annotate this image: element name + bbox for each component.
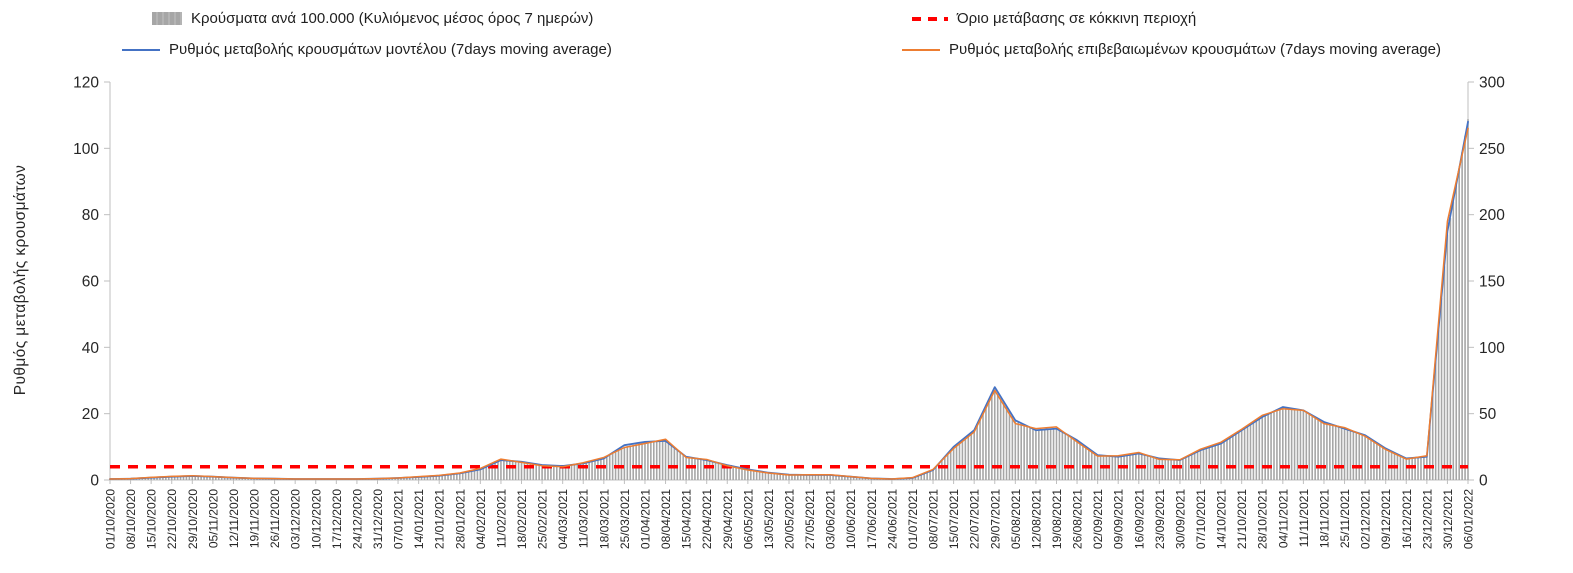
svg-text:01/10/2020: 01/10/2020 [104,489,118,549]
svg-text:12/08/2021: 12/08/2021 [1029,489,1043,549]
svg-text:16/12/2021: 16/12/2021 [1400,489,1414,549]
svg-text:40: 40 [82,340,100,357]
legend-label-threshold: Όριο μετάβασης σε κόκκινη περιοχή [957,10,1197,27]
confirmed-line-icon [902,48,940,51]
svg-text:10/12/2020: 10/12/2020 [309,489,323,549]
svg-text:08/04/2021: 08/04/2021 [659,489,673,549]
legend-item-threshold: Όριο μετάβασης σε κόκκινη περιοχή [912,10,1196,27]
svg-text:02/09/2021: 02/09/2021 [1091,489,1105,549]
svg-text:14/10/2021: 14/10/2021 [1215,489,1229,549]
svg-text:05/08/2021: 05/08/2021 [1009,489,1023,549]
svg-text:29/04/2021: 29/04/2021 [721,489,735,549]
svg-text:19/11/2020: 19/11/2020 [248,489,262,548]
svg-text:30/09/2021: 30/09/2021 [1173,489,1187,549]
svg-text:25/02/2021: 25/02/2021 [536,489,550,549]
svg-text:31/12/2020: 31/12/2020 [371,489,385,549]
svg-text:17/12/2020: 17/12/2020 [330,489,344,549]
svg-text:250: 250 [1479,141,1505,158]
svg-text:15/07/2021: 15/07/2021 [947,489,961,549]
legend-label-cases-bars: Κρούσματα ανά 100.000 (Κυλιόμενος μέσος … [191,10,594,27]
svg-text:120: 120 [73,75,99,92]
svg-text:100: 100 [1479,340,1505,357]
svg-text:25/11/2021: 25/11/2021 [1338,489,1352,548]
svg-text:01/04/2021: 01/04/2021 [638,489,652,549]
svg-text:17/06/2021: 17/06/2021 [865,489,879,549]
svg-text:15/10/2020: 15/10/2020 [145,489,159,549]
legend-item-cases-bars: Κρούσματα ανά 100.000 (Κυλιόμενος μέσος … [152,10,593,27]
legend-label-model-rate: Ρυθμός μεταβολής κρουσμάτων μοντέλου (7d… [169,41,612,58]
svg-text:0: 0 [90,473,99,490]
svg-text:19/08/2021: 19/08/2021 [1050,489,1064,549]
svg-text:09/12/2021: 09/12/2021 [1379,489,1393,549]
svg-text:24/12/2020: 24/12/2020 [350,489,364,549]
svg-text:08/10/2020: 08/10/2020 [124,489,138,549]
svg-text:15/04/2021: 15/04/2021 [680,489,694,549]
legend-item-model-rate: Ρυθμός μεταβολής κρουσμάτων μοντέλου (7d… [122,41,612,58]
bars-series-swatch-icon [152,12,182,25]
model-line-icon [122,48,160,51]
svg-text:60: 60 [82,274,100,291]
legend-label-confirmed-rate: Ρυθμός μεταβολής επιβεβαιωμένων κρουσμάτ… [949,41,1441,58]
svg-text:03/12/2020: 03/12/2020 [289,489,303,549]
svg-text:29/07/2021: 29/07/2021 [988,489,1002,549]
svg-text:0: 0 [1479,473,1488,490]
svg-text:30/12/2021: 30/12/2021 [1441,489,1455,549]
svg-text:22/07/2021: 22/07/2021 [968,489,982,549]
legend-item-confirmed-rate: Ρυθμός μεταβολής επιβεβαιωμένων κρουσμάτ… [902,41,1441,58]
svg-text:23/12/2021: 23/12/2021 [1420,489,1434,549]
svg-text:07/10/2021: 07/10/2021 [1194,489,1208,549]
svg-text:23/09/2021: 23/09/2021 [1153,489,1167,549]
svg-text:12/11/2020: 12/11/2020 [227,489,241,548]
svg-text:28/10/2021: 28/10/2021 [1256,489,1270,549]
svg-text:22/04/2021: 22/04/2021 [700,489,714,549]
svg-text:24/06/2021: 24/06/2021 [885,489,899,549]
svg-text:29/10/2020: 29/10/2020 [186,489,200,549]
svg-text:14/01/2021: 14/01/2021 [412,489,426,549]
svg-text:06/05/2021: 06/05/2021 [741,489,755,549]
svg-text:05/11/2020: 05/11/2020 [206,489,220,548]
svg-text:13/05/2021: 13/05/2021 [762,489,776,549]
svg-text:11/02/2021: 11/02/2021 [494,489,508,548]
svg-text:04/02/2021: 04/02/2021 [474,489,488,549]
svg-text:18/03/2021: 18/03/2021 [597,489,611,549]
svg-text:28/01/2021: 28/01/2021 [453,489,467,549]
svg-text:21/10/2021: 21/10/2021 [1235,489,1249,549]
svg-text:50: 50 [1479,406,1497,423]
svg-text:16/09/2021: 16/09/2021 [1132,489,1146,549]
svg-text:11/11/2021: 11/11/2021 [1297,489,1311,548]
svg-text:18/02/2021: 18/02/2021 [515,489,529,549]
svg-text:200: 200 [1479,207,1505,224]
svg-text:25/03/2021: 25/03/2021 [618,489,632,549]
svg-text:04/11/2021: 04/11/2021 [1276,489,1290,548]
svg-text:150: 150 [1479,274,1505,291]
svg-text:08/07/2021: 08/07/2021 [927,489,941,549]
svg-text:10/06/2021: 10/06/2021 [844,489,858,549]
svg-text:09/09/2021: 09/09/2021 [1112,489,1126,549]
svg-text:80: 80 [82,207,100,224]
svg-text:20: 20 [82,406,100,423]
svg-text:21/01/2021: 21/01/2021 [433,489,447,549]
svg-text:26/08/2021: 26/08/2021 [1071,489,1085,549]
svg-text:300: 300 [1479,75,1505,92]
svg-text:27/05/2021: 27/05/2021 [803,489,817,549]
svg-text:02/12/2021: 02/12/2021 [1359,489,1373,549]
svg-text:04/03/2021: 04/03/2021 [556,489,570,549]
svg-text:22/10/2020: 22/10/2020 [165,489,179,549]
threshold-dash-icon [912,16,948,21]
svg-text:07/01/2021: 07/01/2021 [392,489,406,549]
svg-text:100: 100 [73,141,99,158]
svg-text:03/06/2021: 03/06/2021 [824,489,838,549]
svg-text:11/03/2021: 11/03/2021 [577,489,591,548]
svg-text:18/11/2021: 18/11/2021 [1317,489,1331,548]
svg-text:26/11/2020: 26/11/2020 [268,489,282,548]
svg-text:01/07/2021: 01/07/2021 [906,489,920,549]
svg-text:06/01/2022: 06/01/2022 [1462,489,1476,549]
svg-text:20/05/2021: 20/05/2021 [783,489,797,549]
